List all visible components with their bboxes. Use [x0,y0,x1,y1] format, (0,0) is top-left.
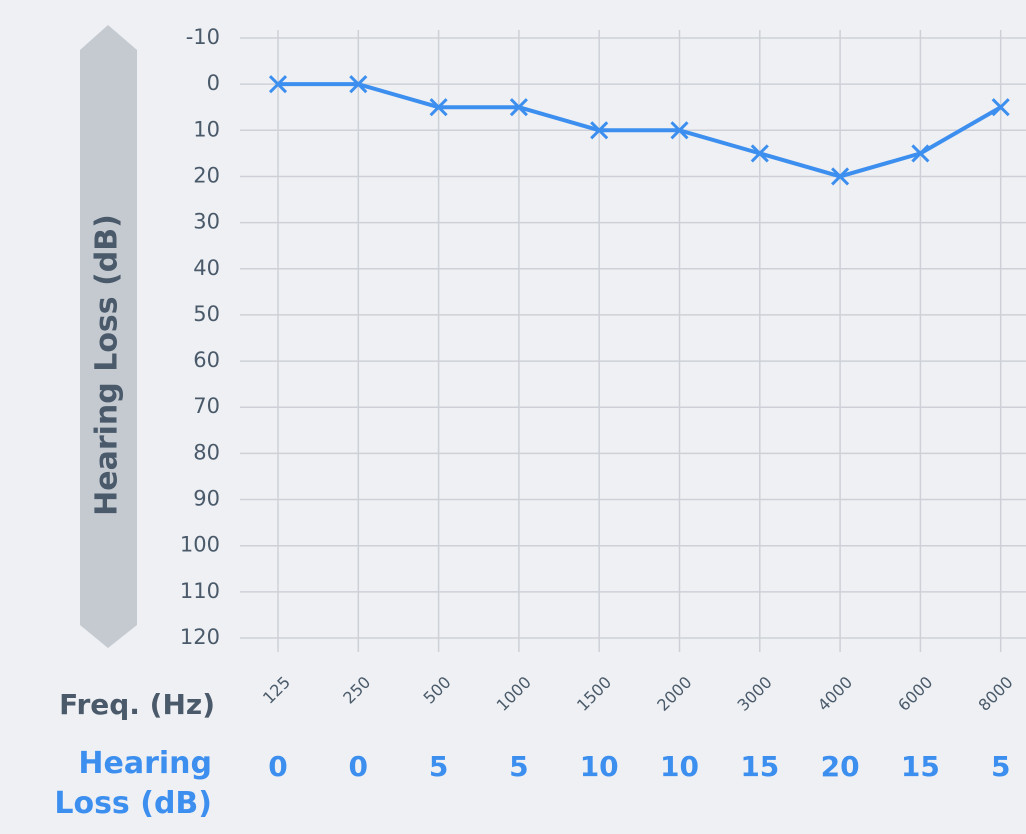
y-tick-label: 50 [193,302,220,326]
x-tick-label: 250 [339,673,374,708]
y-tick-label: 80 [193,440,220,464]
marker [670,121,689,140]
x-tick-label: 1500 [573,673,615,715]
y-tick-label: 70 [193,394,220,418]
x-tick-label: 8000 [974,673,1016,715]
y-tick-label: 110 [180,579,220,603]
x-tick-label: 3000 [734,673,776,715]
y-label-banner [80,25,137,648]
value-label: 15 [901,750,940,783]
marker [429,98,448,117]
y-tick-label: 120 [180,625,220,649]
marker [831,167,850,186]
value-label: 10 [580,750,619,783]
y-tick-label: 90 [193,487,220,511]
x-tick-label: 4000 [814,673,856,715]
marker [590,121,609,140]
marker [349,75,368,94]
value-row-label: Hearing Loss (dB) [54,746,212,821]
x-tick-label: 500 [420,673,455,708]
marker [911,144,930,163]
x-tick-label: 125 [259,673,294,708]
y-tick-label: 100 [180,533,220,557]
marker [268,75,288,94]
value-label: 15 [740,750,779,783]
x-tick-label: 6000 [894,673,936,715]
x-tick-label: 2000 [653,673,695,715]
x-axis-label: Freq. (Hz) [59,688,215,721]
x-tick-label: 1000 [493,673,535,715]
marker [991,98,1010,117]
value-label: 5 [429,750,448,783]
y-tick-label: -10 [186,25,220,49]
y-tick-label: 0 [207,71,220,95]
y-tick-label: 10 [193,117,220,141]
y-tick-label: 20 [193,163,220,187]
y-tick-label: 30 [193,210,220,234]
value-label: 10 [660,750,699,783]
y-tick-label: 40 [193,256,220,280]
y-axis-label: Hearing Loss (dB) [90,214,125,516]
value-label: 0 [349,750,368,783]
y-tick-label: 60 [193,348,220,372]
value-label: 0 [268,750,287,783]
line [278,82,1002,179]
value-label: 5 [991,750,1010,783]
marker [509,98,528,117]
marker [750,144,769,163]
value-label: 5 [509,750,528,783]
value-label: 20 [821,750,860,783]
